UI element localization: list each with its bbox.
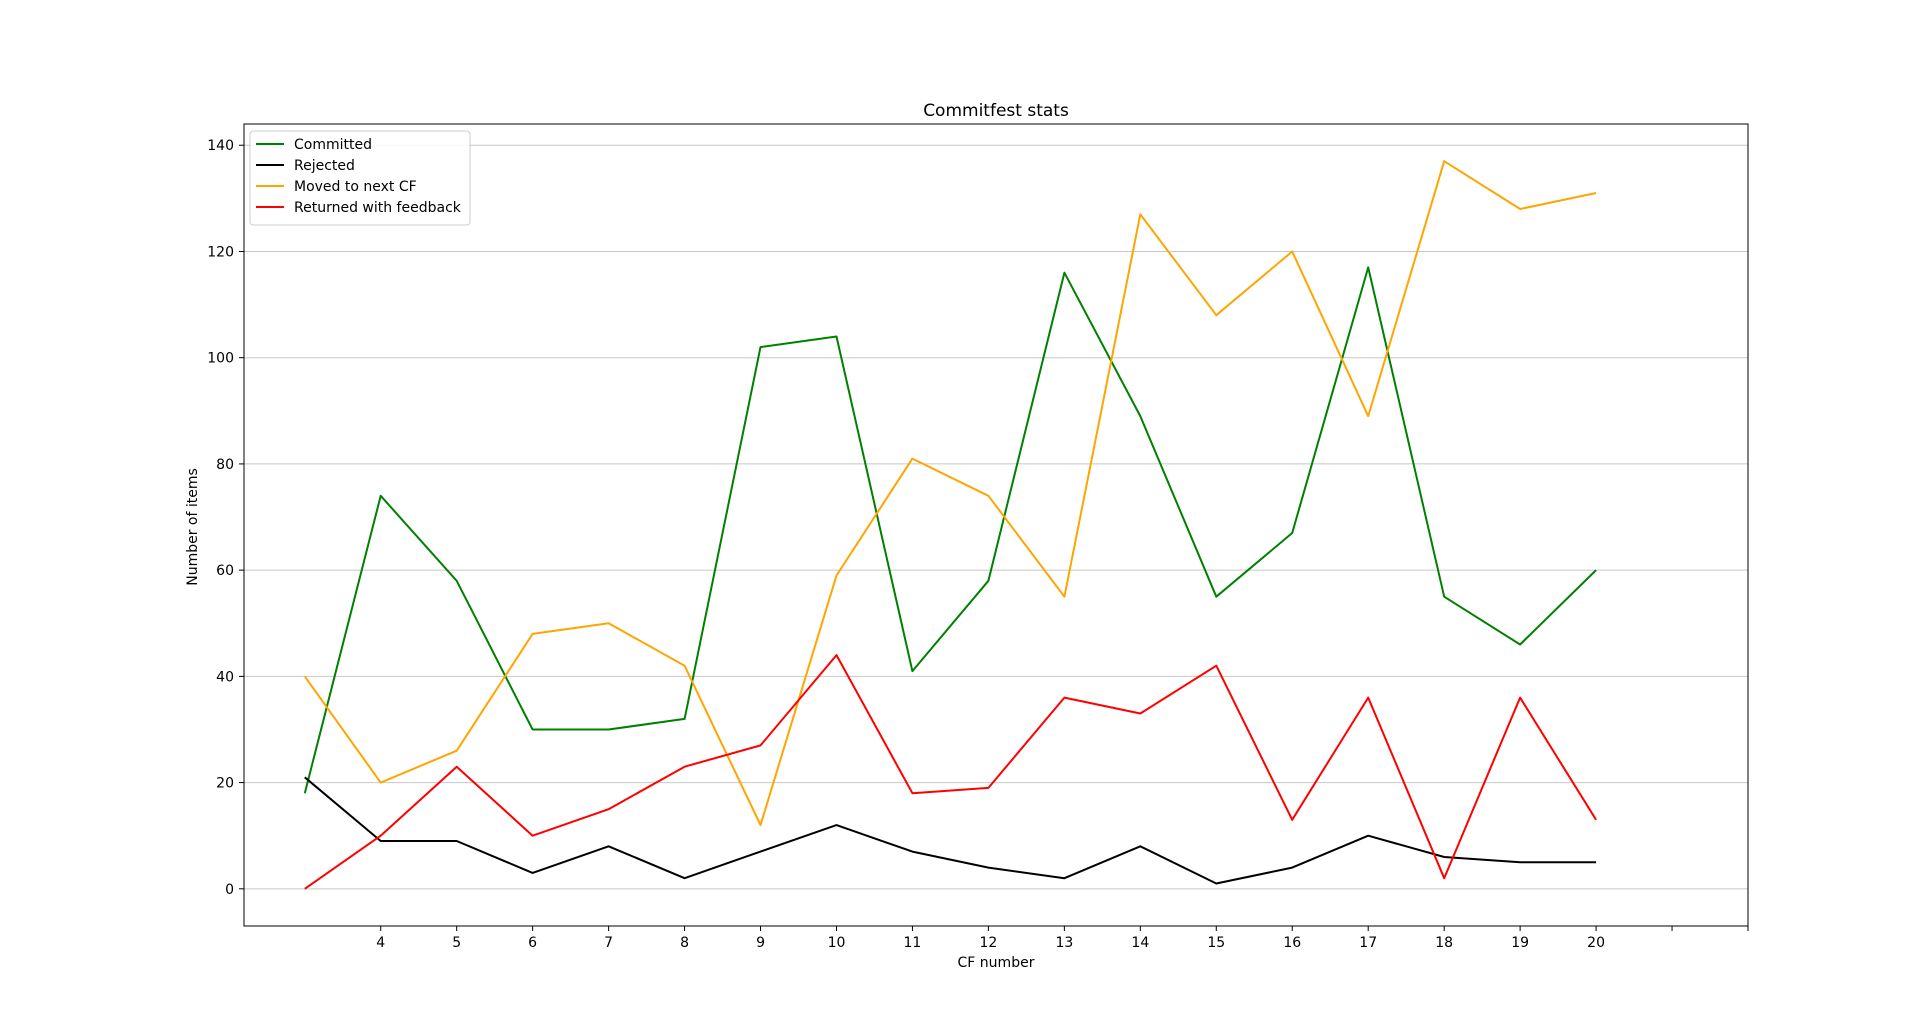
series-line-moved-to-next-cf	[303, 160, 1597, 827]
x-tick-label: 19	[1511, 935, 1529, 951]
x-tick-label: 5	[452, 935, 461, 951]
x-axis-label: CF number	[958, 955, 1035, 971]
x-tick-label: 8	[680, 935, 689, 951]
y-tick-label: 100	[207, 351, 234, 367]
tick-layer: 0 20 40 60 80 100 120 140 4 5 6 7 8 9 10 11 12 13 14 15 16 17…	[207, 138, 1749, 951]
y-tick-label: 120	[207, 244, 234, 260]
y-tick-label: 80	[216, 457, 234, 473]
y-tick-label: 20	[216, 776, 234, 792]
legend-label: Committed	[294, 137, 372, 153]
series-line-committed	[303, 266, 1597, 794]
legend-box	[249, 130, 471, 226]
y-axis-label: Number of items	[185, 468, 201, 586]
plot-frame	[243, 123, 1749, 927]
x-tick-label: 14	[1131, 935, 1149, 951]
x-tick-label: 17	[1359, 935, 1377, 951]
x-tick-label: 13	[1055, 935, 1073, 951]
legend: Committed Rejected Moved to next CF Returne…	[249, 130, 471, 226]
series-layer	[303, 160, 1597, 890]
x-tick-label: 18	[1435, 935, 1453, 951]
legend-label: Returned with feedback	[294, 200, 462, 216]
x-tick-label: 16	[1283, 935, 1301, 951]
x-tick-label: 15	[1207, 935, 1225, 951]
y-tick-label: 60	[216, 563, 234, 579]
legend-label: Rejected	[294, 158, 355, 174]
chart-title: Commitfest stats	[923, 101, 1069, 121]
y-tick-label: 140	[207, 138, 234, 154]
x-tick-label: 7	[604, 935, 613, 951]
y-tick-label: 40	[216, 669, 234, 685]
x-tick-label: 4	[376, 935, 385, 951]
x-tick-label: 12	[979, 935, 997, 951]
x-tick-label: 6	[528, 935, 537, 951]
x-tick-label: 10	[828, 935, 846, 951]
legend-label: Moved to next CF	[294, 179, 417, 195]
y-tick-label: 0	[225, 882, 234, 898]
grid-layer	[244, 144, 1748, 890]
x-tick-label: 11	[904, 935, 922, 951]
x-tick-label: 20	[1587, 935, 1605, 951]
series-line-returned-with-feedback	[304, 654, 1597, 890]
series-line-rejected	[304, 776, 1597, 885]
x-tick-label: 9	[756, 935, 765, 951]
